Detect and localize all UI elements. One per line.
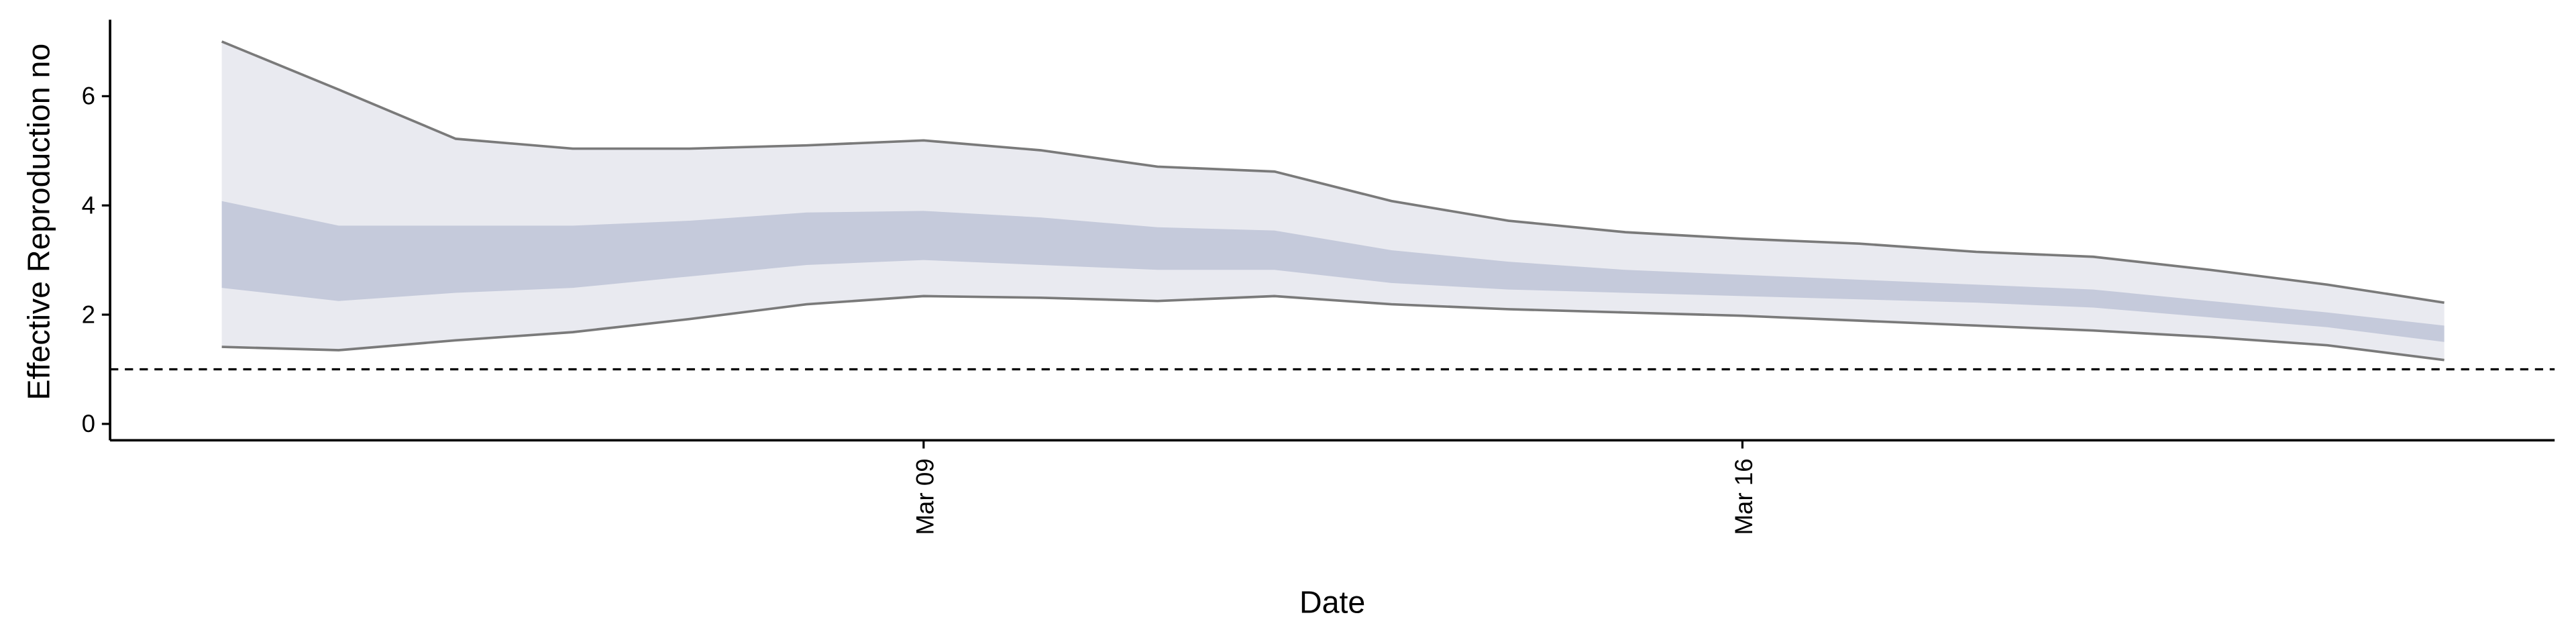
ribbon-band [221, 41, 2445, 360]
y-tick-label: 6 [82, 83, 95, 110]
ribbon-edge [221, 294, 2445, 362]
y-axis-title: Effective Reproduction no [21, 44, 56, 400]
x-tick-label: Mar 16 [1730, 458, 1758, 535]
y-tick-label: 0 [82, 410, 95, 437]
ribbon-band [221, 201, 2445, 342]
x-tick-label: Mar 09 [912, 458, 939, 535]
x-axis-title: Date [1299, 584, 1365, 619]
y-tick-label: 4 [82, 191, 95, 219]
ribbon-edge [221, 40, 2445, 304]
y-tick-label: 2 [82, 301, 95, 328]
